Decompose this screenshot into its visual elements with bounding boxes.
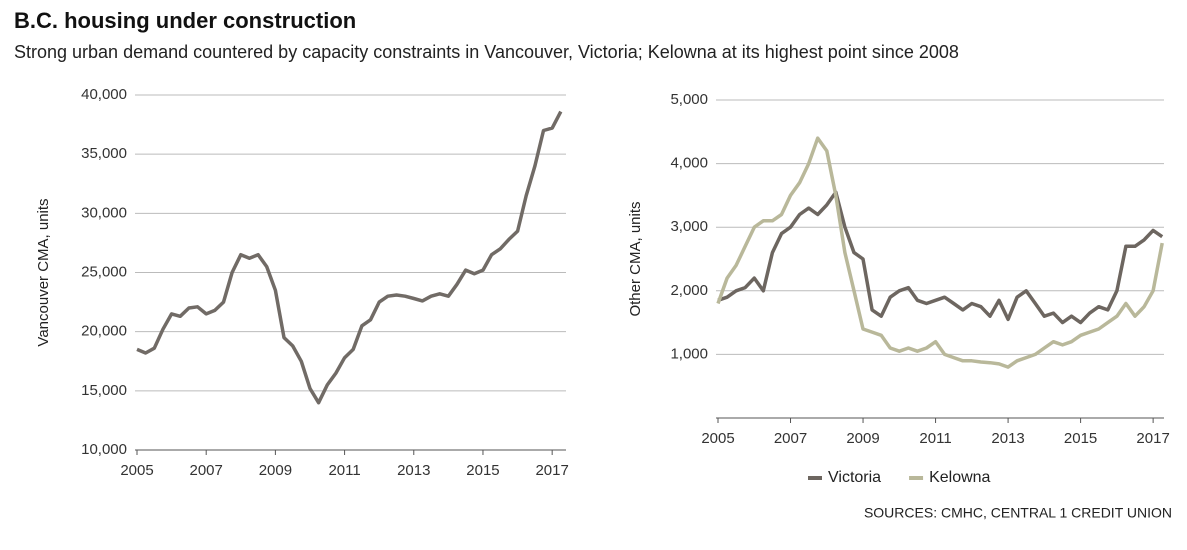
- chart-title: B.C. housing under construction: [14, 8, 356, 33]
- x-tick-label: 2009: [846, 430, 879, 447]
- y-tick-label: 20,000: [81, 323, 127, 340]
- x-tick-label: 2015: [1064, 430, 1097, 447]
- legend-label: Victoria: [828, 469, 881, 486]
- x-tick-label: 2013: [397, 462, 430, 479]
- x-tick-label: 2015: [466, 462, 499, 479]
- x-tick-label: 2007: [190, 462, 223, 479]
- x-tick-label: 2017: [535, 462, 568, 479]
- x-tick-label: 2005: [701, 430, 734, 447]
- y-tick-label: 25,000: [81, 263, 127, 280]
- y-tick-label: 3,000: [670, 218, 708, 235]
- y-tick-label: 30,000: [81, 204, 127, 221]
- source: SOURCES: CMHC, CENTRAL 1 CREDIT UNION: [864, 505, 1172, 521]
- y-tick-label: 10,000: [81, 441, 127, 458]
- legend-label: Kelowna: [929, 469, 990, 486]
- y-axis-title: Vancouver CMA, units: [35, 198, 52, 346]
- x-tick-label: 2013: [991, 430, 1024, 447]
- y-tick-label: 4,000: [670, 155, 708, 172]
- chart-subtitle: Strong urban demand countered by capacit…: [14, 42, 959, 62]
- data-line: [716, 136, 1164, 369]
- y-tick-label: 5,000: [670, 91, 708, 108]
- y-tick-label: 35,000: [81, 145, 127, 162]
- x-tick-label: 2007: [774, 430, 807, 447]
- data-line: [136, 110, 563, 405]
- x-tick-label: 2009: [259, 462, 292, 479]
- y-tick-label: 2,000: [670, 282, 708, 299]
- data-line: [717, 190, 1164, 325]
- x-tick-label: 2017: [1136, 430, 1169, 447]
- y-tick-label: 40,000: [81, 86, 127, 103]
- y-axis-title: Other CMA, units: [627, 201, 644, 316]
- x-tick-label: 2011: [328, 462, 360, 479]
- x-tick-label: 2011: [919, 430, 951, 447]
- x-tick-label: 2005: [120, 462, 153, 479]
- y-tick-label: 1,000: [670, 345, 708, 362]
- y-tick-label: 15,000: [81, 382, 127, 399]
